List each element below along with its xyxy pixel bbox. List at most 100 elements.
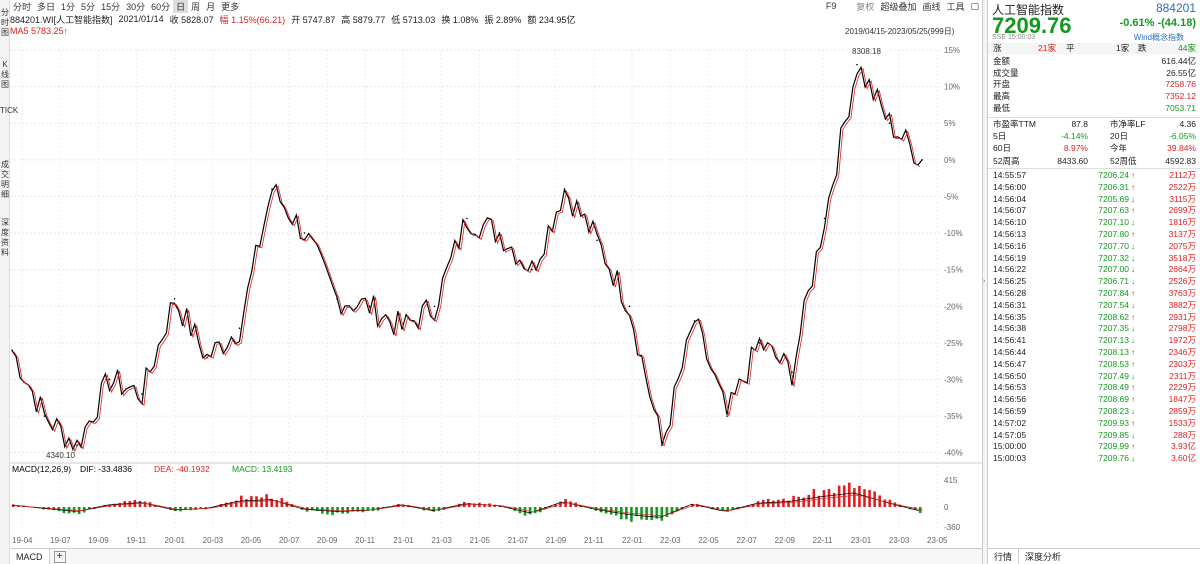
macd-bar	[599, 507, 603, 513]
price-point	[11, 349, 13, 351]
period-button[interactable]: 月	[206, 1, 216, 12]
tick-volume: 2075万	[1168, 240, 1196, 251]
tab-depth-analysis[interactable]: 深度分析	[1025, 551, 1062, 562]
tick-price: 7208.53	[1098, 358, 1129, 369]
nav-time-chart[interactable]: 分时图	[1, 8, 9, 37]
stat-label: 52周高	[993, 155, 1020, 166]
tick-time: 14:56:31	[993, 299, 1027, 310]
stat-row: 成交量 26.55亿	[988, 68, 1200, 79]
gear-icon[interactable]: ▢	[970, 0, 979, 11]
tick-price: 7209.85	[1098, 429, 1129, 440]
tick-volume: 3.93亿	[1170, 441, 1196, 452]
period-button[interactable]: 1分	[61, 1, 76, 12]
nav-tick[interactable]: TICK	[0, 106, 19, 115]
nav-kline[interactable]: K线图	[1, 60, 9, 89]
tick-volume: 3.60亿	[1170, 453, 1196, 464]
tick-row: 14:57:05 7209.85 ↓ 288万	[988, 430, 1200, 442]
x-tick-label: 23-05	[927, 536, 948, 545]
macd-bar	[731, 507, 735, 511]
quote-low: 低 5713.03	[391, 14, 436, 25]
tick-time: 14:56:19	[993, 252, 1027, 263]
macd-bar	[310, 507, 314, 511]
period-button[interactable]: 多日	[37, 1, 56, 12]
tools-button[interactable]: 工具	[946, 1, 965, 12]
draw-line-button[interactable]: 画线	[922, 1, 941, 12]
price-point	[43, 415, 46, 417]
macd-bar	[351, 507, 355, 512]
stat-label: 最低	[993, 102, 1011, 113]
tick-time: 14:56:44	[993, 347, 1027, 357]
stat-value: 4.36	[1179, 119, 1196, 129]
quote-panel: 人工智能指数 884201 7209.76 -0.61% -(44.18) SS…	[988, 0, 1200, 564]
period-button[interactable]: 30分	[126, 1, 146, 12]
period-button[interactable]: 5分	[81, 1, 96, 12]
overlay-button[interactable]: 超级叠加	[880, 1, 917, 12]
macd-bar	[675, 507, 679, 512]
macd-dif: DIF: -33.4836	[80, 464, 132, 474]
macd-bar	[417, 507, 420, 509]
wind-concept-link[interactable]: Wind概念指数	[1133, 33, 1184, 42]
stat2-row: 60日 8.97% 今年 39.84%	[988, 143, 1200, 154]
tick-row: 14:56:28 7207.84 ↑ 3763万	[988, 288, 1200, 300]
tick-volume: 1533万	[1168, 417, 1196, 428]
period-button[interactable]: 60分	[151, 1, 171, 12]
nav-depth[interactable]: 深度资料	[1, 218, 9, 257]
arrow-up-icon: ↑	[1131, 171, 1135, 180]
period-button[interactable]: 分时	[13, 1, 32, 12]
tick-price: 7206.71	[1098, 276, 1129, 287]
x-tick-label: 21-03	[431, 536, 452, 545]
macd-bar	[918, 507, 922, 513]
high-label-box	[848, 46, 888, 56]
adjust-button[interactable]: 复权	[856, 1, 875, 12]
price-point	[758, 342, 761, 344]
price-point	[823, 217, 826, 220]
panel-splitter[interactable]: ›	[982, 0, 988, 564]
macd-bar	[316, 507, 319, 512]
f9-button[interactable]: F9	[825, 1, 837, 11]
macd-axis-label: -360	[944, 523, 961, 532]
divider	[988, 168, 1200, 169]
tick-row: 14:56:53 7208.49 ↑ 2229万	[988, 382, 1200, 394]
tick-volume: 1972万	[1168, 335, 1196, 346]
macd-header: MACD(12,26,9)	[12, 464, 71, 474]
x-tick-label: 23-01	[851, 536, 872, 545]
tick-time: 15:00:00	[993, 441, 1027, 452]
tick-row: 14:56:16 7207.70 ↓ 2075万	[988, 241, 1200, 253]
price-chart[interactable]: 15% 10% 5% 0% -5% -10% -15% -20% -25% -30% -35% -40…	[10, 30, 982, 550]
tick-time: 14:56:07	[993, 205, 1027, 216]
quote-close: 收 5828.07	[169, 14, 214, 25]
period-button[interactable]: 15分	[101, 1, 121, 12]
collapse-icon[interactable]: ›	[983, 278, 986, 285]
price-point	[466, 217, 468, 220]
macd-tab[interactable]: MACD	[10, 548, 50, 564]
y-tick-label: -40%	[944, 449, 963, 458]
arrow-down-icon: ↓	[1131, 454, 1135, 464]
y-tick-label: -15%	[944, 266, 963, 275]
macd-bar	[483, 503, 486, 507]
nav-trade-detail[interactable]: 成交明细	[1, 160, 9, 199]
add-indicator-icon[interactable]: +	[53, 550, 66, 563]
tick-time: 14:56:28	[993, 288, 1027, 298]
tick-volume: 2112万	[1169, 170, 1196, 180]
arrow-down-icon: ↓	[1131, 194, 1135, 204]
period-button-active[interactable]: 日	[173, 0, 189, 13]
period-toolbar: 分时 多日 1分 5分 15分 30分 60分 日 周 月 更多 F9 复权 超…	[10, 0, 982, 13]
tick-volume: 2699万	[1168, 205, 1196, 216]
quote-date: 2021/01/14	[118, 14, 164, 24]
macd-bar	[640, 507, 643, 520]
period-button[interactable]: 周	[191, 1, 201, 12]
tick-volume: 2798万	[1168, 323, 1196, 334]
macd-bar	[523, 507, 527, 516]
tick-price: 7207.49	[1098, 370, 1129, 381]
macd-bar	[690, 503, 694, 507]
tab-quote[interactable]: 行情	[988, 548, 1020, 564]
x-tick-label: 20-11	[355, 536, 375, 545]
macd-bar	[883, 499, 887, 507]
tick-volume: 2931万	[1168, 311, 1196, 322]
macd-bar	[270, 498, 273, 507]
tick-time: 14:57:02	[993, 417, 1027, 428]
macd-bar	[685, 506, 689, 508]
macd-bar	[88, 507, 91, 510]
more-button[interactable]: 更多	[221, 1, 240, 12]
price-point	[433, 305, 436, 308]
